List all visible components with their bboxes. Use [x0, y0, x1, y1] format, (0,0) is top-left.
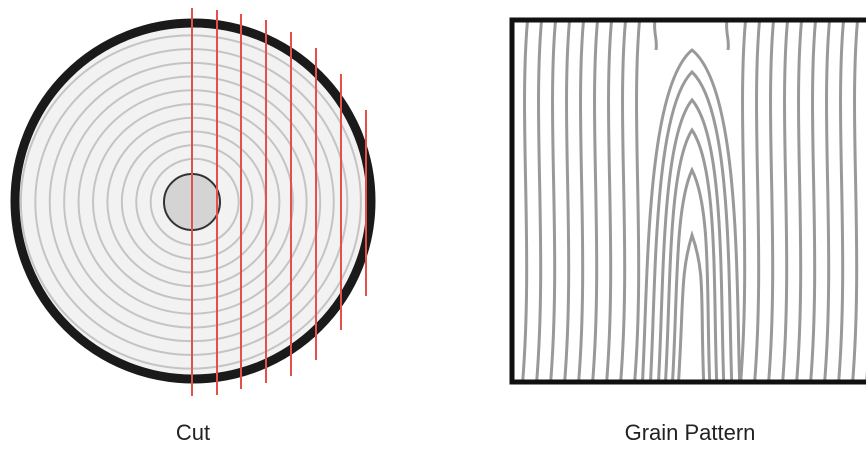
cut-label: Cut [176, 420, 210, 445]
log-cross-section [15, 8, 371, 396]
board-grain [512, 15, 866, 390]
grain-label: Grain Pattern [625, 420, 756, 445]
diagram: Cut Grain Pattern [0, 0, 866, 454]
